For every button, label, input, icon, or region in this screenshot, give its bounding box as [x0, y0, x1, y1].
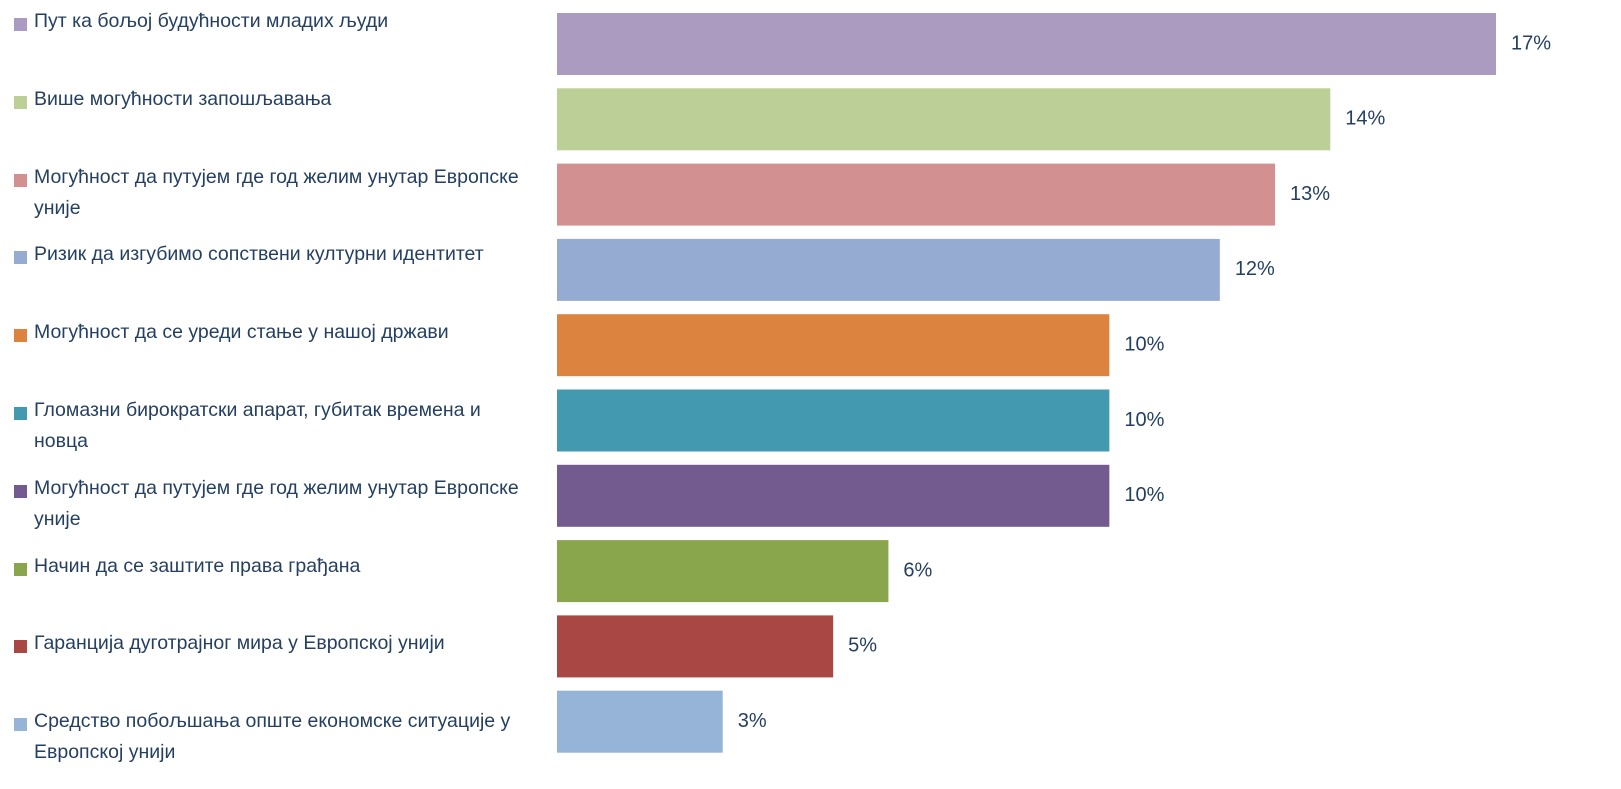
legend-item: Могућност да путујем где год желим унута… — [14, 477, 524, 535]
legend-label: Средство побољшања опште економске ситуа… — [34, 710, 511, 764]
bar — [557, 88, 1331, 151]
legend-label: Више могућности запошљавања — [34, 87, 332, 110]
bar — [557, 163, 1276, 226]
legend-swatch — [14, 95, 27, 109]
legend-item: Гаранција дуготрајног мира у Европској у… — [14, 632, 524, 659]
legend-label: Гломазни бирократски апарат, губитак вре… — [34, 399, 481, 452]
bar — [557, 615, 834, 678]
legend-item: Могућност да се уреди стање у нашој држа… — [14, 321, 524, 348]
bar — [557, 389, 1110, 452]
bar — [557, 464, 1110, 527]
legend-item: Више могућности запошљавања — [14, 88, 524, 115]
value-label: 6% — [903, 559, 932, 581]
legend-label: Начин да се заштите права грађана — [34, 554, 361, 577]
bar — [557, 540, 889, 603]
value-label: 13% — [1290, 183, 1330, 205]
legend-label: Могућност да путујем где год желим унута… — [34, 476, 519, 530]
value-label: 10% — [1124, 333, 1164, 355]
legend-item: Начин да се заштите права грађана — [14, 555, 524, 582]
legend-label: Гаранција дуготрајног мира у Европској у… — [34, 632, 445, 655]
bar — [557, 13, 1496, 75]
legend-swatch — [14, 407, 27, 420]
legend-item: Пут ка бољој будућности младих људи — [14, 10, 524, 37]
legend-swatch — [14, 173, 27, 187]
value-label: 12% — [1235, 258, 1275, 280]
legend-swatch — [14, 251, 27, 265]
legend-swatch — [14, 18, 27, 31]
legend-label: Пут ка бољој будућности младих људи — [34, 10, 389, 32]
value-label: 14% — [1345, 108, 1385, 130]
legend-label: Ризик да изгубимо сопствени културни иде… — [34, 243, 484, 266]
legend-item: Ризик да изгубимо сопствени културни иде… — [14, 243, 524, 270]
value-label: 10% — [1124, 484, 1164, 506]
legend-swatch — [14, 640, 27, 654]
value-label: 3% — [738, 710, 767, 732]
legend-swatch — [14, 718, 27, 732]
legend-item: Могућност да путујем где год желим унута… — [14, 166, 524, 224]
bar — [557, 314, 1110, 377]
legend-label: Могућност да путујем где год желим унута… — [34, 165, 519, 219]
value-label: 5% — [848, 635, 877, 657]
bar — [557, 690, 723, 753]
legend-swatch — [14, 484, 27, 498]
value-label: 10% — [1124, 409, 1164, 431]
legend-swatch — [14, 329, 27, 343]
value-label: 17% — [1511, 32, 1551, 54]
legend-label: Могућност да се уреди стање у нашој држа… — [34, 321, 449, 344]
legend-item: Средство побољшања опште економске ситуа… — [14, 710, 524, 768]
legend-swatch — [14, 562, 27, 576]
legend-item: Гломазни бирократски апарат, губитак вре… — [14, 399, 524, 457]
bar — [557, 238, 1220, 301]
